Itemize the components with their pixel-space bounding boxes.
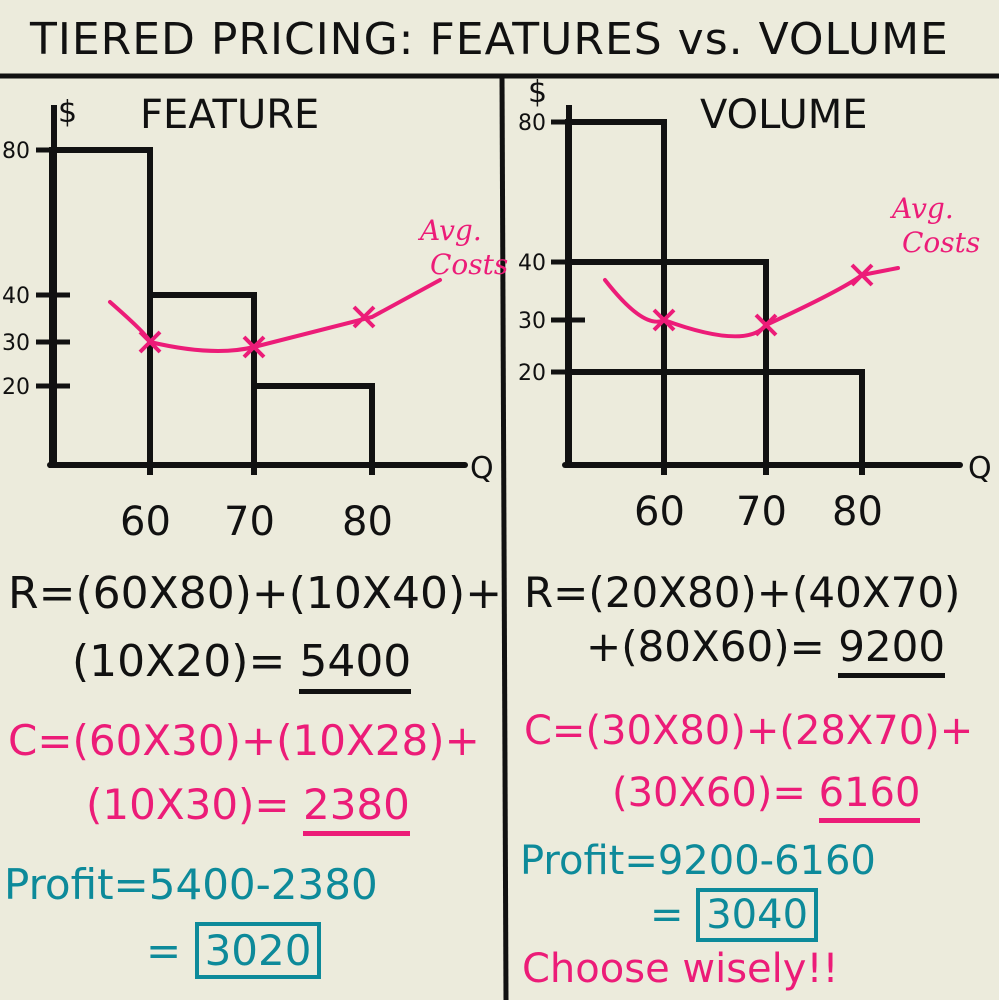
feature-profit-line1: Profit=5400-2380 <box>4 860 378 909</box>
volume-revenue-total: 9200 <box>838 622 946 678</box>
avg-cost-point <box>352 305 376 329</box>
tier-bar <box>565 369 865 468</box>
y-tick-label: 20 <box>2 375 30 400</box>
avg-cost-point <box>652 308 676 332</box>
feature-cost-total: 2380 <box>302 780 410 836</box>
feature-revenue-total: 5400 <box>299 636 412 694</box>
y-tick-label: 40 <box>2 284 30 309</box>
volume-profit-line2: = 3040 <box>650 888 819 942</box>
y-tick-label: 40 <box>518 251 546 276</box>
avg-cost-label-line2: Costs <box>902 226 980 259</box>
x-tick-label: 60 <box>634 489 685 535</box>
feature-profit-total: 3020 <box>194 922 322 979</box>
volume-profit-line1: Profit=9200-6160 <box>520 838 876 884</box>
x-axis-label: Q <box>968 451 992 486</box>
volume-cost-expr: (30X60)= <box>612 770 806 816</box>
avg-cost-point <box>138 330 162 354</box>
feature-revenue-line2: (10X20)= 5400 <box>72 636 412 694</box>
y-tick-label: 30 <box>518 309 546 334</box>
volume-profit-total: 3040 <box>696 888 819 942</box>
y-axis-label: $ <box>528 75 547 110</box>
x-tick-label: 70 <box>736 489 787 535</box>
y-axis-label: $ <box>58 95 77 130</box>
volume-cost-line1: C=(30X80)+(28X70)+ <box>524 708 974 754</box>
feature-cost-line2: (10X30)= 2380 <box>86 780 410 836</box>
volume-revenue-line1: R=(20X80)+(40X70) <box>524 568 961 617</box>
y-tick-label: 80 <box>2 139 30 164</box>
feature-profit-line2: = 3020 <box>146 922 322 979</box>
x-tick-label: 80 <box>832 489 883 535</box>
page-title: TIERED PRICING: FEATURES vs. VOLUME <box>30 14 949 65</box>
x-tick-label: 80 <box>342 499 393 545</box>
avg-cost-label-line2: Costs <box>430 248 508 281</box>
closing-note: Choose wisely!! <box>522 946 839 992</box>
column-divider <box>499 75 509 1000</box>
avg-cost-label-line1: Avg. <box>417 214 482 247</box>
volume-revenue-expr: +(80X60)= <box>586 622 825 671</box>
feature-profit-eq: = <box>146 926 182 975</box>
volume-revenue-line2: +(80X60)= 9200 <box>586 622 946 678</box>
avg-cost-curve <box>603 266 900 339</box>
avg-cost-point <box>242 335 266 359</box>
tier-bar <box>251 383 375 468</box>
feature-revenue-expr: (10X20)= <box>72 636 286 687</box>
x-tick-label: 70 <box>224 499 275 545</box>
volume-cost-total: 6160 <box>818 770 921 823</box>
tier-bar <box>147 292 257 468</box>
feature-chart-title: FEATURE <box>140 92 320 138</box>
feature-cost-expr: (10X30)= <box>86 780 290 829</box>
y-tick-label: 80 <box>518 111 546 136</box>
x-tick-label: 60 <box>120 499 171 545</box>
y-tick-label: 30 <box>2 331 30 356</box>
avg-cost-label-line1: Avg. <box>889 192 954 225</box>
feature-cost-line1: C=(60X30)+(10X28)+ <box>8 716 480 765</box>
volume-profit-eq: = <box>650 892 684 938</box>
volume-chart-title: VOLUME <box>700 92 868 138</box>
volume-cost-line2: (30X60)= 6160 <box>612 770 921 823</box>
avg-cost-point <box>850 263 874 287</box>
feature-revenue-line1: R=(60X80)+(10X40)+ <box>8 568 503 619</box>
y-tick-label: 20 <box>518 361 546 386</box>
x-axis-label: Q <box>470 451 494 486</box>
avg-cost-point <box>754 313 778 337</box>
